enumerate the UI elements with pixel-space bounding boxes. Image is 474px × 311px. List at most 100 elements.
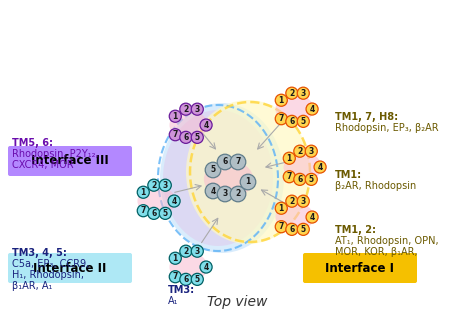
Text: Top view: Top view — [207, 295, 267, 309]
Text: 3: 3 — [163, 181, 168, 190]
Circle shape — [137, 205, 149, 217]
Circle shape — [159, 207, 171, 219]
Text: 6: 6 — [289, 225, 294, 234]
Circle shape — [180, 103, 192, 115]
Text: AT₁, Rhodopsin, OPN,: AT₁, Rhodopsin, OPN, — [335, 236, 438, 246]
Text: 1: 1 — [141, 188, 146, 197]
Ellipse shape — [137, 186, 176, 216]
Text: 4: 4 — [203, 121, 209, 130]
Ellipse shape — [169, 252, 208, 282]
Text: 7: 7 — [279, 114, 284, 123]
Text: TM1:: TM1: — [335, 170, 362, 180]
Circle shape — [283, 152, 295, 164]
Text: 6: 6 — [222, 157, 228, 166]
Circle shape — [191, 245, 203, 257]
Text: TM3, 4, 5:: TM3, 4, 5: — [12, 248, 67, 258]
Circle shape — [286, 223, 298, 235]
Circle shape — [191, 131, 203, 143]
Circle shape — [275, 202, 287, 214]
Circle shape — [205, 183, 221, 199]
Circle shape — [314, 161, 326, 173]
Text: 3: 3 — [301, 197, 306, 206]
Ellipse shape — [160, 103, 284, 253]
Text: 2: 2 — [297, 147, 302, 156]
Text: β₁AR, A₁: β₁AR, A₁ — [12, 281, 52, 291]
Circle shape — [305, 173, 317, 185]
Ellipse shape — [283, 152, 322, 182]
Text: β₂AR, Rhodopsin: β₂AR, Rhodopsin — [335, 181, 416, 191]
Text: 1: 1 — [279, 96, 284, 105]
Text: A₁: A₁ — [168, 296, 179, 306]
Text: 3: 3 — [222, 189, 228, 198]
Text: 7: 7 — [235, 157, 241, 166]
Circle shape — [217, 154, 233, 170]
Text: Interface II: Interface II — [33, 262, 107, 275]
Circle shape — [200, 261, 212, 273]
Text: 4: 4 — [310, 104, 315, 114]
Text: TM3:: TM3: — [168, 285, 195, 295]
Text: TM5, 6:: TM5, 6: — [12, 138, 53, 148]
Text: 6: 6 — [297, 175, 302, 184]
Text: CXCR4, MOR: CXCR4, MOR — [12, 160, 73, 170]
Text: 4: 4 — [318, 163, 323, 172]
Text: 5: 5 — [301, 225, 306, 234]
Ellipse shape — [275, 202, 314, 232]
Text: 5: 5 — [195, 275, 200, 284]
Circle shape — [230, 186, 246, 202]
Text: 4: 4 — [210, 187, 216, 196]
Circle shape — [180, 245, 192, 257]
Text: Rhodopsin, EP₃, β₂AR: Rhodopsin, EP₃, β₂AR — [335, 123, 438, 133]
Circle shape — [169, 271, 182, 283]
Circle shape — [297, 223, 310, 235]
Text: 3: 3 — [195, 247, 200, 256]
Text: 2: 2 — [289, 89, 294, 98]
Text: 4: 4 — [172, 197, 177, 206]
Text: 4: 4 — [310, 212, 315, 221]
Circle shape — [305, 145, 317, 157]
Text: TM1, 7, H8:: TM1, 7, H8: — [335, 112, 398, 122]
Text: 4: 4 — [203, 262, 209, 272]
Circle shape — [180, 131, 192, 143]
Ellipse shape — [186, 100, 310, 244]
Text: 2: 2 — [289, 197, 294, 206]
Text: 7: 7 — [141, 206, 146, 215]
Circle shape — [306, 103, 318, 115]
Circle shape — [159, 179, 171, 191]
Text: 7: 7 — [279, 222, 284, 231]
Circle shape — [297, 115, 310, 128]
Circle shape — [297, 195, 310, 207]
Circle shape — [180, 273, 192, 285]
Circle shape — [240, 174, 256, 190]
Circle shape — [275, 113, 287, 125]
Circle shape — [286, 87, 298, 99]
Circle shape — [286, 195, 298, 207]
Text: 2: 2 — [183, 105, 189, 114]
Circle shape — [191, 273, 203, 285]
Text: Interface I: Interface I — [326, 262, 394, 275]
Text: H₁, Rhodopsin,: H₁, Rhodopsin, — [12, 270, 84, 280]
Text: 1: 1 — [246, 178, 251, 187]
Circle shape — [148, 207, 160, 219]
Text: 7: 7 — [173, 130, 178, 139]
Circle shape — [297, 87, 310, 99]
Text: 2: 2 — [183, 247, 189, 256]
Text: 3: 3 — [309, 147, 314, 156]
FancyBboxPatch shape — [8, 253, 132, 283]
Text: 6: 6 — [151, 209, 156, 218]
Circle shape — [200, 119, 212, 131]
Text: 3: 3 — [301, 89, 306, 98]
FancyBboxPatch shape — [8, 146, 132, 176]
Circle shape — [217, 186, 233, 202]
Ellipse shape — [163, 110, 273, 246]
Text: 5: 5 — [210, 165, 216, 174]
Circle shape — [169, 110, 182, 122]
Ellipse shape — [275, 94, 314, 124]
Text: 3: 3 — [195, 105, 200, 114]
Text: 2: 2 — [236, 189, 241, 198]
Text: Interface III: Interface III — [31, 155, 109, 168]
Text: 6: 6 — [183, 133, 189, 142]
Text: 6: 6 — [183, 275, 189, 284]
Text: 1: 1 — [279, 204, 284, 213]
Text: 5: 5 — [309, 175, 314, 184]
Circle shape — [283, 171, 295, 183]
